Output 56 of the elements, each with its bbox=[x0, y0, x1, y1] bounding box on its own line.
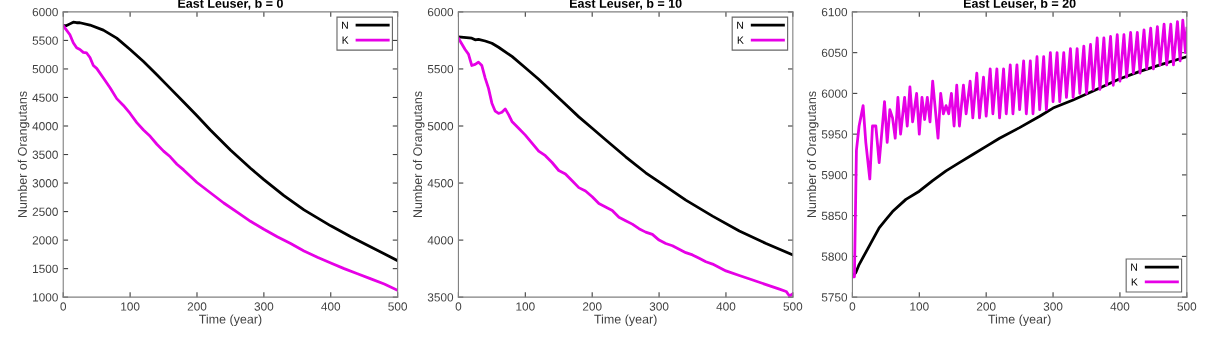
y-tick-label: 5900 bbox=[821, 170, 848, 180]
y-tick-label: 6100 bbox=[821, 7, 848, 17]
x-tick-label: 200 bbox=[976, 302, 996, 311]
x-tick-label: 0 bbox=[849, 302, 856, 311]
y-tick-label: 2500 bbox=[32, 207, 58, 216]
y-tick-label: 5850 bbox=[821, 211, 848, 221]
y-tick-label: 6000 bbox=[427, 7, 454, 17]
y-axis-title: Number of Orangutans bbox=[17, 91, 30, 218]
x-tick-label: 400 bbox=[321, 302, 341, 311]
x-tick-label: 0 bbox=[60, 302, 67, 311]
y-tick-label: 2000 bbox=[32, 236, 58, 245]
y-tick-label: 4000 bbox=[427, 236, 454, 245]
line-series bbox=[458, 35, 793, 257]
legend-label: N bbox=[1131, 263, 1138, 271]
y-tick-label: 5800 bbox=[821, 252, 848, 261]
legend-label: K bbox=[342, 36, 349, 44]
x-axis-title: Time (year) bbox=[594, 314, 657, 327]
legend-label: K bbox=[737, 36, 744, 44]
x-tick-label: 500 bbox=[1177, 302, 1197, 311]
x-tick-label: 400 bbox=[716, 302, 736, 311]
y-tick-label: 6000 bbox=[821, 89, 848, 98]
y-tick-label: 5000 bbox=[32, 64, 58, 74]
legend-label: N bbox=[342, 21, 348, 29]
x-tick-label: 100 bbox=[121, 302, 140, 311]
y-tick-label: 1500 bbox=[33, 264, 58, 274]
x-tick-label: 300 bbox=[254, 302, 274, 311]
y-tick-label: 5950 bbox=[821, 130, 848, 139]
y-axis-title: Number of Orangutans bbox=[806, 91, 819, 218]
y-tick-label: 6050 bbox=[821, 48, 848, 58]
x-tick-label: 500 bbox=[783, 302, 803, 311]
y-tick-label: 3500 bbox=[32, 150, 58, 159]
x-axis-title: Time (year) bbox=[199, 314, 262, 327]
y-tick-label: 4000 bbox=[32, 122, 58, 131]
y-tick-label: 5750 bbox=[821, 293, 848, 302]
y-tick-label: 5500 bbox=[32, 36, 58, 45]
legend-label: N bbox=[737, 21, 744, 29]
y-tick-label: 3000 bbox=[32, 179, 58, 188]
x-tick-label: 200 bbox=[187, 302, 207, 311]
legend-label: K bbox=[1131, 278, 1138, 286]
x-tick-label: 0 bbox=[455, 302, 462, 311]
x-tick-label: 400 bbox=[1110, 302, 1130, 311]
x-tick-label: 300 bbox=[649, 302, 669, 311]
y-tick-label: 4500 bbox=[32, 93, 58, 102]
y-axis-title: Number of Orangutans bbox=[412, 91, 425, 218]
x-tick-label: 100 bbox=[516, 302, 535, 311]
x-tick-label: 300 bbox=[1043, 302, 1063, 311]
y-tick-label: 4500 bbox=[427, 179, 454, 188]
y-tick-label: 1000 bbox=[33, 293, 58, 302]
x-tick-label: 200 bbox=[582, 302, 602, 311]
y-tick-label: 3500 bbox=[427, 293, 454, 302]
x-tick-label: 500 bbox=[388, 302, 408, 311]
y-tick-label: 6000 bbox=[32, 7, 58, 17]
x-tick-label: 100 bbox=[910, 302, 929, 311]
y-tick-label: 5000 bbox=[427, 122, 454, 131]
x-axis-title: Time (year) bbox=[988, 314, 1051, 327]
y-tick-label: 5500 bbox=[427, 64, 454, 74]
